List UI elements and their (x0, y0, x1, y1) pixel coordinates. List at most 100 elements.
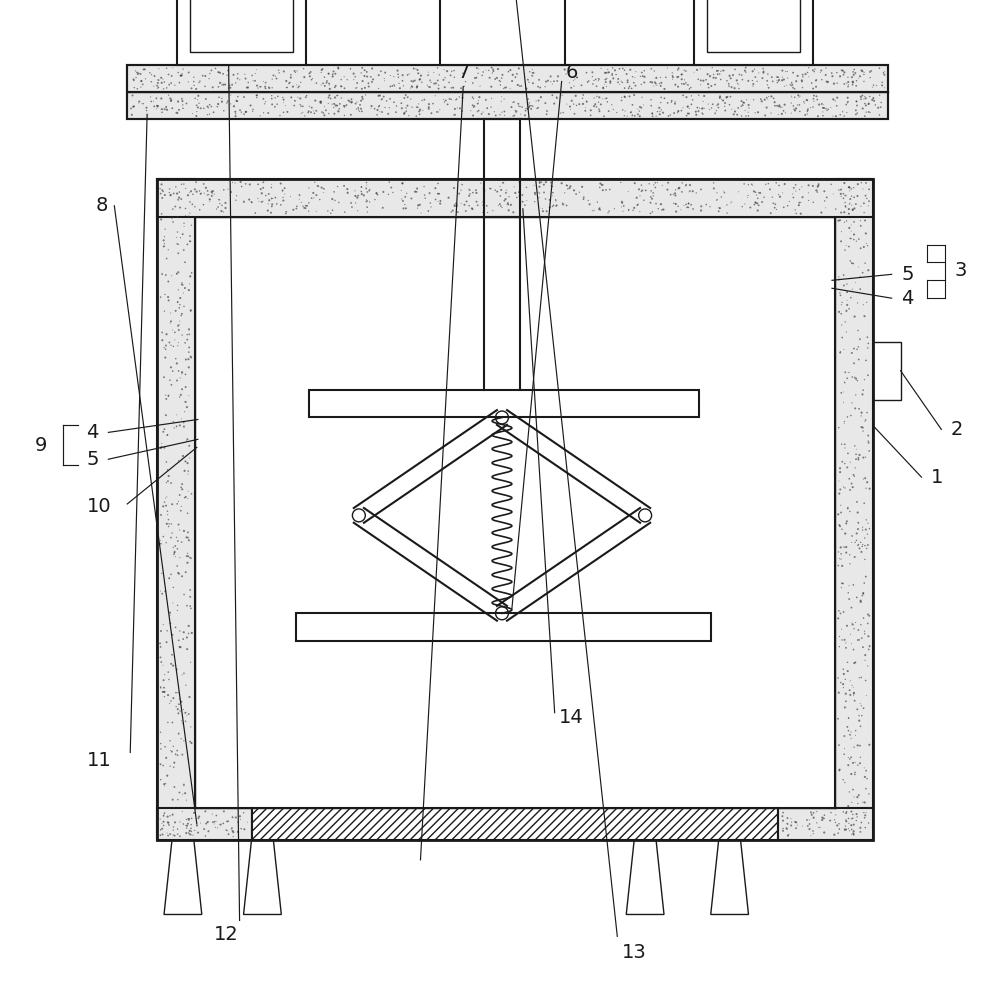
Point (814, 812, 830, 828)
Point (511, 61, 527, 77)
Point (172, 639, 188, 655)
Point (649, 175, 665, 191)
Point (168, 619, 184, 635)
Point (131, 95, 147, 111)
Point (858, 413, 874, 428)
Point (850, 537, 866, 553)
Point (367, 192, 383, 208)
Point (152, 635, 168, 651)
Point (833, 580, 849, 595)
Point (856, 65, 872, 81)
Point (156, 817, 172, 833)
Point (160, 715, 176, 731)
Point (744, 176, 760, 192)
Point (709, 192, 725, 208)
Point (861, 786, 877, 802)
Point (178, 811, 194, 827)
Point (836, 821, 852, 837)
Point (152, 181, 168, 197)
Point (276, 64, 292, 80)
Point (789, 817, 805, 833)
Point (828, 807, 844, 823)
Point (592, 176, 608, 192)
Point (407, 73, 423, 88)
Point (238, 176, 254, 192)
Point (349, 80, 365, 95)
Point (448, 91, 464, 107)
Point (155, 72, 171, 87)
Point (166, 799, 182, 815)
Point (512, 79, 528, 94)
Point (258, 188, 274, 204)
Point (843, 749, 859, 765)
Point (338, 97, 354, 113)
Point (484, 90, 500, 106)
Bar (707, 0, 800, 52)
Point (716, 185, 732, 201)
Point (719, 88, 735, 104)
Point (847, 728, 863, 744)
Point (860, 628, 876, 644)
Point (844, 636, 860, 652)
Point (283, 67, 299, 83)
Point (544, 179, 560, 195)
Point (530, 79, 546, 94)
Point (449, 100, 465, 116)
Point (792, 182, 808, 198)
Point (388, 104, 404, 120)
Point (175, 816, 191, 832)
Point (794, 80, 810, 95)
Point (183, 823, 199, 839)
Point (788, 206, 804, 222)
Point (806, 87, 822, 103)
Point (236, 821, 252, 837)
Point (649, 78, 665, 93)
Point (212, 75, 228, 90)
Point (787, 89, 803, 105)
Point (833, 344, 849, 360)
Point (795, 189, 811, 205)
Point (703, 78, 719, 93)
Point (182, 582, 198, 598)
Point (664, 92, 680, 108)
Point (858, 226, 874, 242)
Point (707, 77, 723, 92)
Point (795, 818, 811, 834)
Point (213, 817, 229, 833)
Point (173, 307, 189, 323)
Point (799, 92, 815, 108)
Point (801, 193, 817, 209)
Point (810, 178, 826, 194)
Point (186, 805, 202, 821)
Point (288, 201, 304, 217)
Point (839, 284, 855, 300)
Point (315, 105, 331, 121)
Point (286, 97, 302, 113)
Point (183, 600, 199, 616)
Point (785, 98, 801, 114)
Point (617, 81, 633, 96)
Point (819, 74, 835, 89)
Point (179, 555, 195, 571)
Point (621, 203, 637, 219)
Point (400, 67, 416, 83)
Point (594, 91, 610, 107)
Point (181, 437, 197, 453)
Point (261, 80, 277, 95)
Point (756, 64, 772, 80)
Point (430, 73, 446, 88)
Point (205, 814, 221, 830)
Point (729, 73, 745, 88)
Point (337, 81, 353, 96)
Point (852, 331, 868, 347)
Point (233, 174, 249, 190)
Point (829, 89, 845, 105)
Point (644, 204, 660, 220)
Point (842, 504, 858, 520)
Point (192, 74, 208, 89)
Point (209, 98, 225, 114)
Point (625, 69, 641, 84)
Point (471, 89, 487, 105)
Point (759, 77, 775, 92)
Point (744, 177, 760, 193)
